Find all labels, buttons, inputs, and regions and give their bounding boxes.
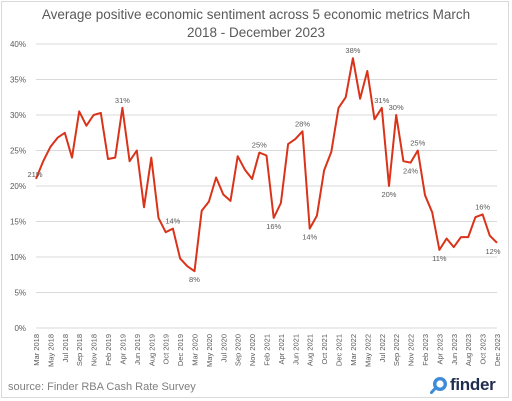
y-tick-label: 10% [10, 253, 26, 262]
x-tick-label: Sep 2020 [234, 334, 243, 366]
x-tick-label: Sep 2018 [75, 334, 84, 366]
data-label: 30% [389, 103, 404, 112]
y-tick-label: 35% [10, 76, 26, 85]
x-tick-label: Mar 2022 [349, 334, 358, 366]
y-tick-label: 15% [10, 218, 26, 227]
data-label: 24% [403, 167, 418, 176]
x-tick-label: Aug 2021 [306, 334, 315, 366]
y-tick-label: 20% [10, 182, 26, 191]
x-tick-label: Jun 2023 [450, 334, 459, 365]
x-tick-label: Oct 2019 [162, 334, 171, 364]
x-tick-label: Dec 2021 [335, 334, 344, 366]
x-tick-label: May 2018 [46, 334, 55, 367]
chart-title-line-2: 2018 - December 2023 [186, 25, 326, 40]
finder-wordmark: finder [450, 375, 496, 394]
data-label: 31% [115, 96, 130, 105]
x-tick-label: Nov 2020 [248, 334, 257, 366]
x-tick-label: Mar 2020 [190, 334, 199, 366]
y-tick-label: 40% [10, 40, 26, 49]
data-labels: 21% 31% 14% 8% 25% 16% 28% 14% 38% 31% 20% 30% 24% 25… [27, 46, 500, 284]
y-tick-label: 30% [10, 111, 26, 120]
x-axis-ticks: Mar 2018 May 2018 Jul 2018 Sep 2018 Nov 2018… [32, 334, 502, 367]
y-tick-label: 25% [10, 147, 26, 156]
x-tick-label: Jul 2022 [378, 334, 387, 362]
x-tick-label: Aug 2019 [147, 334, 156, 366]
x-tick-label: Jul 2018 [61, 334, 70, 362]
data-label: 21% [27, 170, 42, 179]
data-label: 14% [302, 233, 317, 242]
x-tick-label: Apr 2021 [277, 334, 286, 364]
x-tick-label: Dec 2023 [493, 334, 502, 366]
x-tick-label: Feb 2023 [421, 334, 430, 366]
data-label: 16% [266, 222, 281, 231]
x-tick-label: Nov 2018 [90, 334, 99, 366]
x-tick-label: Jul 2020 [219, 334, 228, 362]
x-tick-label: Nov 2022 [407, 334, 416, 366]
y-tick-label: 0% [14, 324, 26, 333]
x-tick-label: Mar 2018 [32, 334, 41, 366]
data-label: 25% [410, 139, 425, 148]
x-tick-label: Apr 2019 [118, 334, 127, 364]
data-label: 25% [252, 141, 267, 150]
data-label: 8% [189, 275, 200, 284]
x-tick-label: Jun 2021 [291, 334, 300, 365]
y-tick-label: 5% [14, 289, 26, 298]
data-label: 38% [345, 46, 360, 55]
data-label: 31% [374, 96, 389, 105]
x-tick-label: Feb 2019 [104, 334, 113, 366]
chart-title-line-1: Average positive economic sentiment acro… [41, 7, 471, 22]
data-label: 28% [295, 119, 310, 128]
x-tick-label: Dec 2019 [176, 334, 185, 366]
data-label: 11% [432, 254, 447, 263]
x-tick-label: Sep 2022 [392, 334, 401, 366]
y-axis-ticks: 0% 5% 10% 15% 20% 25% 30% 35% 40% [10, 40, 26, 333]
data-label: 20% [381, 190, 396, 199]
finder-magnifier-icon [430, 377, 447, 394]
gridlines [36, 43, 497, 329]
x-tick-label: May 2022 [363, 334, 372, 367]
series-sentiment [35, 57, 498, 273]
x-tick-label: Aug 2023 [464, 334, 473, 366]
series-line [35, 57, 498, 273]
x-tick-label: Oct 2023 [479, 334, 488, 364]
finder-logo: finder [430, 374, 496, 396]
x-tick-label: Oct 2021 [320, 334, 329, 364]
x-tick-label: Feb 2021 [263, 334, 272, 366]
x-tick-label: Apr 2023 [435, 334, 444, 364]
source-note: source: Finder RBA Cash Rate Survey [8, 381, 196, 393]
chart-title: Average positive economic sentiment acro… [0, 6, 512, 42]
x-tick-label: Jun 2019 [133, 334, 142, 365]
data-label: 14% [165, 217, 180, 226]
data-label: 12% [485, 247, 500, 256]
x-tick-label: May 2020 [205, 334, 214, 367]
data-label: 16% [475, 202, 490, 211]
